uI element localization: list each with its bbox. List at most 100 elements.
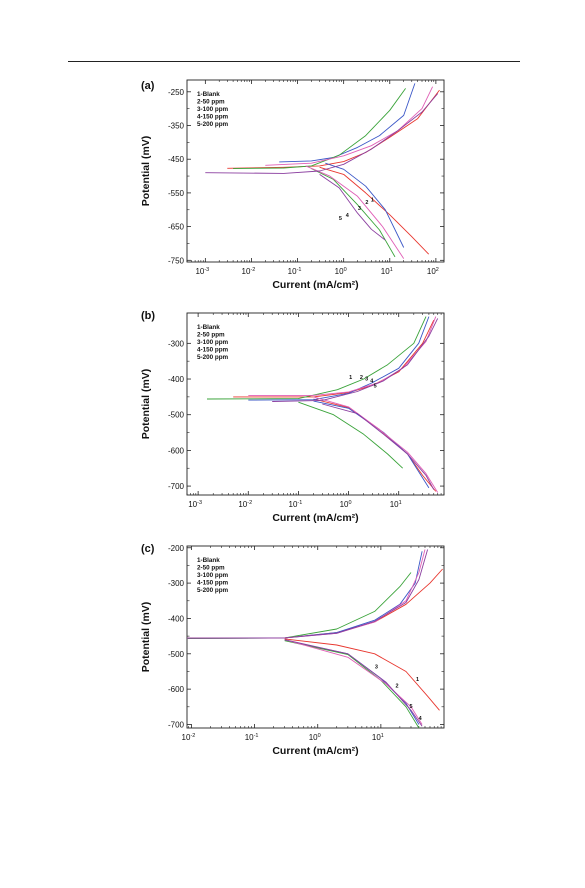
- y-tick-label: -300: [168, 339, 185, 348]
- x-tick-label: 102: [427, 267, 439, 276]
- legend-entry: 2-50 ppm: [197, 332, 225, 339]
- y-axis-title: Potential (mV): [140, 369, 152, 440]
- curve-number-label: 1: [349, 375, 352, 381]
- curve-number-label: 4: [346, 213, 350, 219]
- x-tick-label: 101: [390, 500, 402, 509]
- curve-number-label: 3: [365, 376, 368, 382]
- curve-number-label: 4: [419, 716, 423, 722]
- series-5-cathodic-branch: [284, 639, 423, 727]
- x-tick-label: 100: [335, 267, 347, 276]
- x-tick-label: 10-1: [288, 267, 302, 276]
- series-5-cathodic-branch: [319, 174, 386, 241]
- x-tick-label: 10-3: [188, 500, 202, 509]
- series-2-anodic-branch: [248, 316, 430, 401]
- plot-frame: [186, 79, 445, 263]
- legend-entry: 3-100 ppm: [197, 572, 229, 579]
- legend-entry: 1-Blank: [197, 91, 220, 98]
- y-tick-label: -500: [168, 411, 185, 420]
- y-tick-label: -700: [168, 482, 185, 491]
- series-1-cathodic-branch: [313, 398, 437, 492]
- curve-number-label: 3: [375, 665, 378, 671]
- series-1-anodic-branch: [227, 89, 440, 169]
- y-tick-label: -350: [168, 122, 185, 131]
- panel-label: (a): [141, 80, 155, 92]
- legend-entry: 4-150 ppm: [197, 580, 229, 587]
- curve-number-label: 2: [365, 200, 368, 206]
- panel-label: (b): [141, 310, 155, 322]
- x-tick-label: 100: [340, 500, 352, 509]
- series-5-anodic-branch: [205, 93, 439, 174]
- curves-group: [187, 549, 443, 728]
- series-5-anodic-branch: [187, 549, 429, 639]
- y-tick-label: -250: [168, 88, 185, 97]
- series-2-anodic-branch: [279, 83, 416, 163]
- curve-number-label: 5: [339, 216, 342, 222]
- x-axis-title: Current (mA/cm²): [272, 279, 358, 291]
- curve-number-label: 5: [374, 384, 377, 390]
- chart-panel-3: (c) 10-2 10-1 100 101 -200 -300 -400 -500 -600 -70…: [140, 543, 445, 757]
- series-1-cathodic-branch: [319, 166, 430, 255]
- panel-label: (c): [141, 543, 155, 555]
- legend-entry: 1-Blank: [197, 324, 220, 331]
- y-tick-label: -550: [168, 189, 185, 198]
- y-tick-label: -300: [168, 579, 185, 588]
- series-1-anodic-branch: [233, 319, 435, 398]
- curve-number-label: 5: [409, 704, 412, 710]
- x-tick-label: 10-3: [195, 267, 209, 276]
- legend-entry: 5-200 ppm: [197, 121, 229, 128]
- curve-number-label: 2: [360, 375, 363, 381]
- y-tick-label: -700: [168, 720, 185, 729]
- chart-panel-2: (b) 10-3 10-2 10-1 100 101 -300 -400 -500 -600 -70…: [140, 310, 445, 524]
- y-tick-label: -600: [168, 685, 185, 694]
- series-4-anodic-branch: [265, 86, 434, 166]
- curves-group: [205, 83, 440, 259]
- x-tick-label: 10-2: [182, 733, 196, 742]
- y-tick-label: -750: [168, 256, 185, 265]
- legend-entry: 4-150 ppm: [197, 114, 229, 121]
- y-tick-label: -600: [168, 446, 185, 455]
- legend-entry: 2-50 ppm: [197, 565, 225, 572]
- series-4-cathodic-branch: [305, 165, 405, 259]
- y-tick-label: -450: [168, 155, 185, 164]
- curves-group: [206, 316, 439, 493]
- y-axis-title: Potential (mV): [140, 136, 152, 207]
- legend-entry: 5-200 ppm: [197, 587, 229, 594]
- series-3-anodic-branch: [233, 88, 406, 170]
- plot-frame: [186, 312, 445, 496]
- y-axis-title: Potential (mV): [140, 602, 152, 673]
- plot-frame: [186, 545, 445, 729]
- series-3-cathodic-branch: [284, 640, 420, 728]
- series-5-anodic-branch: [272, 318, 439, 402]
- x-tick-label: 101: [381, 267, 393, 276]
- series-1-cathodic-branch: [284, 638, 440, 711]
- y-tick-label: -650: [168, 223, 185, 232]
- y-tick-label: -500: [168, 650, 185, 659]
- series-3-cathodic-branch: [311, 168, 396, 258]
- curve-number-label: 4: [370, 379, 374, 385]
- y-tick-label: -400: [168, 614, 185, 623]
- x-tick-label: 101: [372, 733, 384, 742]
- legend-entry: 2-50 ppm: [197, 99, 225, 106]
- legend-entry: 1-Blank: [197, 557, 220, 564]
- curve-number-label: 2: [395, 683, 398, 689]
- y-tick-label: -400: [168, 375, 185, 384]
- series-4-anodic-branch: [248, 316, 437, 396]
- x-tick-label: 10-1: [245, 733, 259, 742]
- legend-entry: 3-100 ppm: [197, 106, 229, 113]
- legend-entry: 4-150 ppm: [197, 347, 229, 354]
- series-2-cathodic-branch: [325, 162, 405, 248]
- series-4-cathodic-branch: [313, 396, 439, 493]
- legend-entry: 5-200 ppm: [197, 354, 229, 361]
- x-tick-label: 10-2: [238, 500, 252, 509]
- legend-entry: 3-100 ppm: [197, 339, 229, 346]
- x-axis-title: Current (mA/cm²): [272, 745, 358, 757]
- y-tick-label: -200: [168, 544, 185, 553]
- x-tick-label: 100: [309, 733, 321, 742]
- series-3-anodic-branch: [206, 316, 427, 400]
- series-5-cathodic-branch: [322, 403, 435, 490]
- x-tick-label: 10-1: [289, 500, 303, 509]
- series-4-cathodic-branch: [284, 639, 423, 725]
- curve-number-label: 1: [371, 198, 374, 204]
- series-2-cathodic-branch: [284, 639, 420, 725]
